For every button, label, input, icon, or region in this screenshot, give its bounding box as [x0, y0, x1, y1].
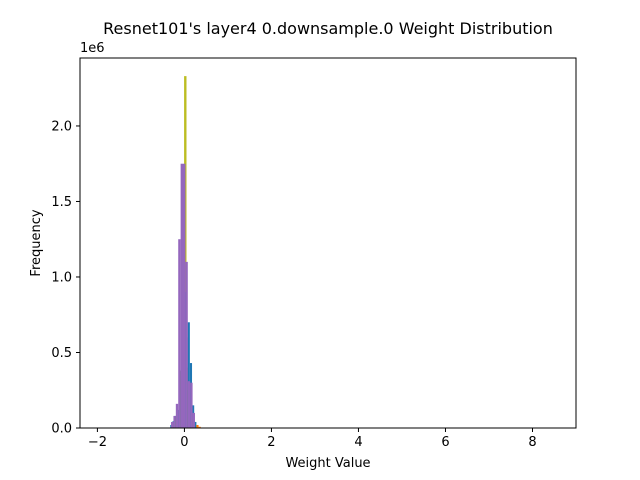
x-tick-label: 0 — [180, 435, 188, 450]
y-tick-label: 1.5 — [51, 195, 72, 210]
histogram-bar-s4-0 — [171, 421, 174, 428]
y-tick-label: 2.0 — [51, 119, 72, 134]
histogram-bar-s4-6 — [185, 261, 188, 428]
histogram-bars — [170, 76, 201, 429]
x-tick-label: 6 — [441, 435, 449, 450]
x-tick-label: 2 — [267, 435, 275, 450]
histogram-bar-s4-2 — [175, 403, 179, 428]
histogram-bar-s4-9 — [192, 412, 195, 428]
histogram-bar-s4-7 — [187, 381, 191, 428]
histogram-bar-s4-8 — [190, 382, 193, 428]
histogram-bar-s4-1 — [173, 415, 176, 428]
y-axis-ticks: 0.0 0.5 1.0 1.5 2.0 — [51, 119, 80, 437]
x-tick-label: −2 — [88, 435, 107, 450]
histogram-bar-s4-4 — [180, 163, 184, 428]
x-tick-label: 8 — [528, 435, 536, 450]
histogram-bar-s4-5 — [183, 163, 186, 428]
x-axis-ticks: −2 0 2 4 6 8 — [88, 428, 537, 450]
y-multiplier-label: 1e6 — [80, 41, 105, 56]
chart-title: Resnet101's layer4 0.downsample.0 Weight… — [103, 19, 553, 38]
histogram-bar-s1-8 — [187, 322, 190, 428]
histogram-bar-s4-3 — [178, 239, 181, 428]
y-tick-label: 0.5 — [51, 346, 72, 361]
y-tick-label: 1.0 — [51, 270, 72, 285]
histogram-bar-s3-0 — [196, 424, 199, 428]
histogram-bar-s3-1 — [198, 426, 201, 428]
y-axis-label: Frequency — [29, 209, 44, 276]
x-axis-label: Weight Value — [285, 456, 370, 471]
y-tick-label: 0.0 — [51, 422, 72, 437]
plot-frame — [79, 57, 577, 429]
histogram-bar-s1-11 — [194, 421, 197, 428]
x-tick-label: 4 — [354, 435, 362, 450]
